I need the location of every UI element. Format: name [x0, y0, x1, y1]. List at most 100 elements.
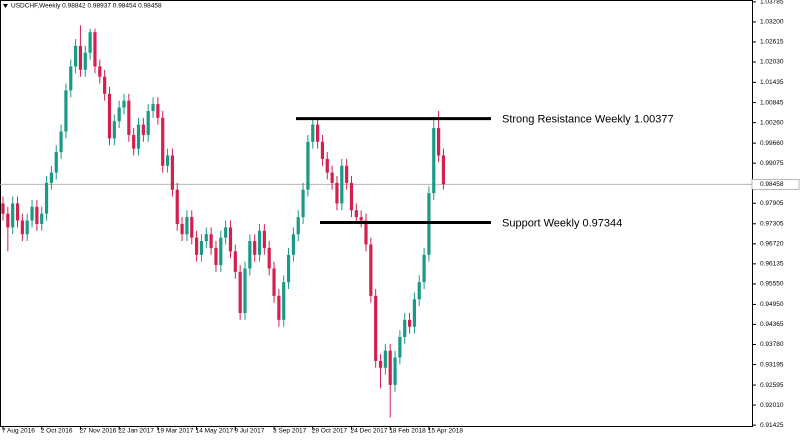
candle-body [136, 124, 141, 149]
y-tick-label: 0.99660 [760, 140, 784, 147]
candle-body [44, 182, 49, 214]
candle-body [359, 217, 363, 221]
candle-body [103, 76, 107, 94]
candle-body [15, 203, 20, 221]
candle-body [117, 107, 121, 122]
y-tick-label: 0.97905 [760, 200, 784, 207]
x-tick-label: 24 Dec 2017 [350, 428, 387, 435]
candle-body [364, 220, 368, 245]
candle-body [248, 241, 252, 269]
candle-body [291, 234, 295, 255]
candle-body [98, 66, 102, 77]
candle-body [199, 241, 204, 255]
candle-body [422, 254, 426, 283]
y-tick-label: 0.96135 [760, 261, 784, 268]
candle-body [132, 134, 136, 149]
candle-body [316, 124, 320, 142]
candle-body [11, 203, 15, 228]
candle-body [1, 203, 5, 214]
y-tick-label: 0.97305 [760, 221, 784, 228]
y-tick-label: 1.02615 [760, 39, 784, 46]
candle-body [156, 104, 160, 118]
candle-body [388, 350, 392, 385]
x-tick-label: 29 Oct 2017 [312, 428, 348, 435]
candle-body [330, 172, 334, 183]
x-tick-label: 7 Aug 2016 [2, 428, 35, 435]
candle-body [398, 336, 402, 358]
candle-body [286, 254, 291, 283]
candle-body [296, 217, 300, 235]
candle-body [378, 360, 383, 368]
candle-body [112, 121, 116, 139]
candle-body [74, 45, 78, 67]
y-tick-label: 1.03785 [760, 0, 784, 6]
candle-body [107, 93, 112, 139]
level-label: Support Weekly 0.97344 [502, 217, 622, 229]
x-tick-label: 3 Sep 2017 [273, 428, 307, 435]
y-tick-label: 1.00845 [760, 99, 784, 106]
x-tick-label: 14 May 2017 [196, 428, 234, 435]
candle-body [412, 299, 416, 327]
candle-body [345, 165, 349, 183]
y-tick-label: 1.00260 [760, 119, 784, 126]
level-label: Strong Resistance Weekly 1.00377 [502, 113, 674, 125]
y-tick-label: 1.01435 [760, 79, 784, 86]
candle-body [49, 172, 53, 183]
candle-body [185, 217, 189, 235]
candle-body [306, 141, 310, 190]
candle-body [180, 223, 184, 235]
candle-body [64, 90, 68, 132]
candle-body [214, 247, 218, 266]
candle-body [374, 295, 378, 361]
candle-body [262, 230, 266, 248]
candle-body [122, 100, 126, 108]
candle-body [417, 282, 421, 300]
current-price-box [751, 179, 800, 190]
candle-body [238, 271, 242, 313]
candle-body [209, 234, 213, 248]
candle-body [311, 124, 315, 142]
candle-body [165, 155, 170, 166]
candle-body [267, 247, 271, 269]
plot-frame [0, 0, 753, 427]
candle-body [20, 220, 24, 235]
candle-body [141, 124, 145, 135]
candle-body [277, 295, 281, 320]
y-tick-label: 0.94950 [760, 301, 784, 308]
candle-body [40, 213, 44, 224]
y-tick-label: 0.95550 [760, 281, 784, 288]
candle-body [146, 110, 150, 135]
candle-body [88, 32, 92, 53]
candle-body [393, 357, 397, 385]
y-tick-label: 0.94365 [760, 321, 784, 328]
candle-body [151, 104, 155, 111]
x-tick-label: 27 Nov 2016 [79, 428, 116, 435]
candle-body [83, 52, 87, 70]
candle-body [228, 227, 233, 252]
candle-body [233, 251, 237, 272]
candle-body [243, 268, 247, 313]
candle-body [340, 165, 344, 204]
candle-body [432, 128, 436, 194]
candle-body [69, 66, 73, 91]
candle-body [282, 282, 286, 320]
y-tick-label: 1.03200 [760, 19, 784, 26]
x-tick-label: 15 Apr 2018 [428, 428, 463, 435]
y-tick-label: 0.93780 [760, 341, 784, 348]
candle-body [59, 131, 63, 153]
candle-body [6, 213, 10, 228]
candle-body [349, 182, 354, 211]
current-price-label: 0.98458 [760, 181, 784, 188]
candle-body [437, 128, 441, 156]
candle-body [93, 32, 97, 67]
candle-body [301, 189, 305, 218]
candle-body [383, 350, 387, 368]
candle-body [224, 227, 228, 238]
y-tick-label: 0.93195 [760, 361, 784, 368]
y-tick-label: 0.99075 [760, 160, 784, 167]
candle-body [25, 220, 29, 235]
x-tick-label: 22 Jan 2017 [118, 428, 154, 435]
candle-body [30, 206, 34, 221]
candle-body [325, 158, 329, 173]
